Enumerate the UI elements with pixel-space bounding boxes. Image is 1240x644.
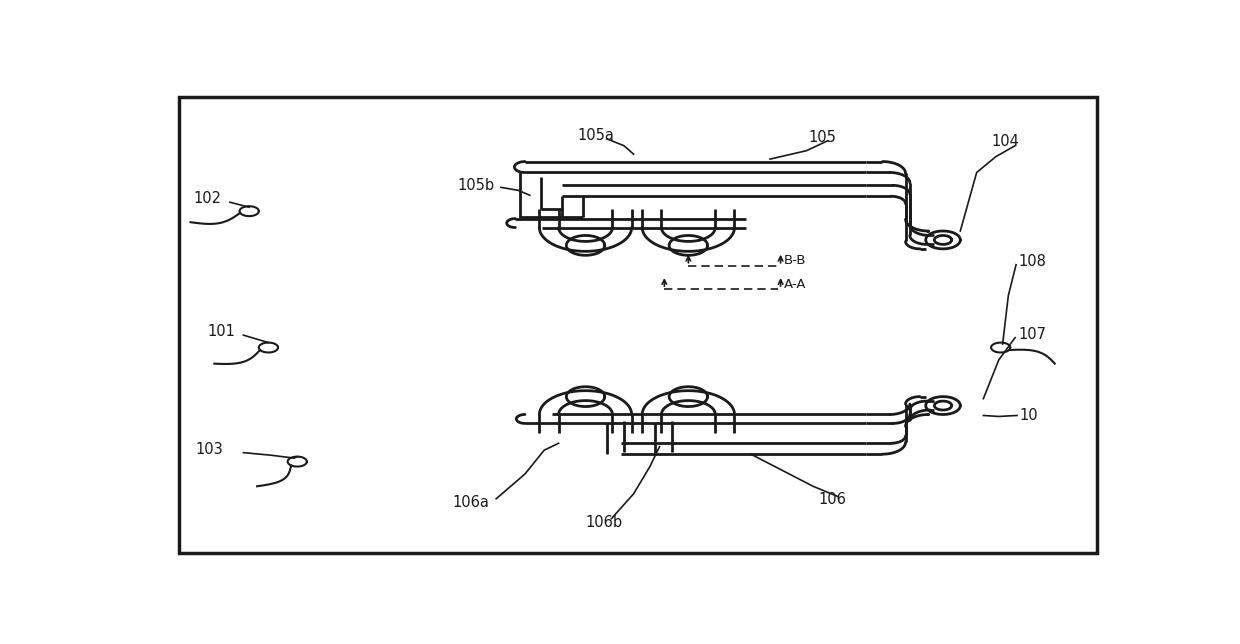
Text: 108: 108: [1018, 254, 1045, 269]
Text: B-B: B-B: [784, 254, 806, 267]
Text: 105b: 105b: [458, 178, 495, 193]
Text: 105a: 105a: [578, 128, 615, 144]
Text: 103: 103: [196, 442, 223, 457]
Text: 105: 105: [808, 130, 836, 146]
Text: 101: 101: [208, 324, 236, 339]
Text: 106: 106: [818, 492, 846, 507]
Text: 104: 104: [991, 134, 1019, 149]
Text: A-A: A-A: [784, 278, 806, 290]
Text: 106b: 106b: [585, 515, 622, 530]
Text: 106a: 106a: [453, 495, 490, 510]
Text: 102: 102: [193, 191, 222, 206]
Text: 107: 107: [1018, 327, 1047, 342]
Text: 10: 10: [1019, 408, 1039, 423]
